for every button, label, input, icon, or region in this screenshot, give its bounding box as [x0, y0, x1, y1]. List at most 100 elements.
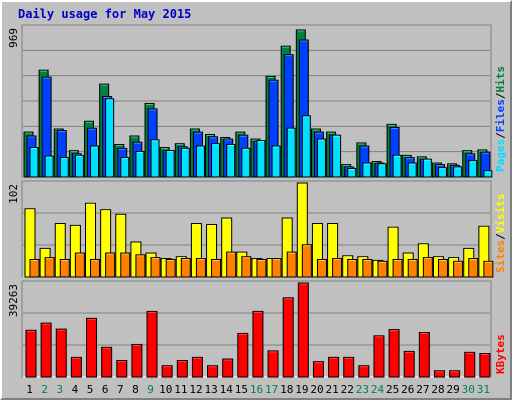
kbytes-bar [86, 317, 98, 378]
sites-bar [105, 252, 116, 278]
x-tick-label: 23 [356, 383, 369, 396]
x-tick-label: 9 [147, 383, 154, 396]
x-tick-label: 12 [189, 383, 202, 396]
kbytes-bar [282, 297, 294, 378]
pages-bar [90, 145, 100, 178]
kbytes-max-label: 39263 [7, 284, 20, 317]
kbytes-bar [116, 359, 128, 378]
pages-bar [44, 155, 54, 178]
pages-bar [316, 138, 326, 178]
x-tick-label: 14 [220, 383, 234, 396]
x-tick-label: 15 [235, 383, 248, 396]
pages-bar [392, 154, 402, 178]
hits-max-label: 969 [7, 28, 20, 48]
kbytes-bar [70, 356, 82, 378]
pages-bar [211, 143, 221, 178]
pages-bar [120, 157, 130, 178]
kbytes-bar [146, 310, 158, 378]
sites-bar [59, 258, 70, 278]
sites-bar [347, 258, 358, 278]
kbytes-bar [343, 356, 355, 378]
kbytes-bar [373, 335, 385, 378]
chart-title: Daily usage for May 2015 [18, 7, 192, 21]
kbytes-bar [267, 350, 279, 378]
x-tick-label: 21 [326, 383, 339, 396]
pages-bar [453, 166, 463, 178]
x-tick-label: 30 [462, 383, 475, 396]
x-tick-label: 7 [117, 383, 124, 396]
sites-bar [44, 257, 55, 278]
kbytes-bar [403, 350, 415, 378]
sites-bar [437, 258, 448, 278]
sites-bar [362, 258, 373, 278]
x-tick-label: 31 [477, 383, 490, 396]
kbytes-bar [161, 365, 173, 378]
kbytes-bar [312, 361, 324, 378]
x-tick-label: 11 [174, 383, 187, 396]
label-separator: / [494, 132, 507, 139]
x-tick-label: 13 [204, 383, 217, 396]
x-tick-label: 29 [447, 383, 460, 396]
sites-bar [422, 257, 433, 278]
kbytes-bar [237, 332, 249, 378]
x-tick-label: 5 [87, 383, 94, 396]
pages-bar [437, 167, 447, 178]
sites-bar [301, 244, 312, 278]
kbytes-bar [433, 370, 445, 378]
pages-bar [135, 150, 145, 178]
x-tick-label: 17 [265, 383, 278, 396]
x-tick-label: 4 [72, 383, 79, 396]
kbytes-bar [418, 331, 430, 378]
sites-bar [483, 260, 494, 278]
sites-bar [120, 252, 131, 278]
top-panel-axis-label: Pages/Files/Hits [494, 66, 507, 172]
x-tick-label: 10 [159, 383, 172, 396]
x-tick-label: 3 [57, 383, 64, 396]
pages-bar [105, 98, 115, 178]
pages-bar [29, 147, 39, 178]
sites-bar [468, 258, 479, 278]
kbytes-bar [464, 351, 476, 378]
kbytes-bar [252, 310, 264, 378]
sites-bar [74, 252, 85, 278]
sites-bar [195, 258, 206, 278]
kbytes-bar [222, 358, 234, 378]
pages-bar [271, 145, 281, 178]
pages-bar [226, 143, 236, 178]
pages-bar [286, 127, 296, 178]
sites-bar [271, 258, 282, 278]
kbytes-bar [297, 282, 309, 378]
pages-bar [468, 160, 478, 178]
sites-bar [453, 260, 464, 278]
kbytes-bar [55, 328, 67, 378]
kbytes-bar [176, 359, 188, 378]
pages-bar [195, 145, 205, 178]
sites-bar [150, 257, 161, 278]
x-tick-label: 27 [416, 383, 429, 396]
pages-bar [150, 139, 160, 178]
kbytes-bar [101, 346, 113, 378]
sites-bar [377, 260, 388, 278]
x-tick-label: 6 [102, 383, 109, 396]
files-axis-label: Files [494, 99, 507, 132]
sites-bar [392, 258, 403, 278]
pages-bar [165, 150, 175, 178]
sites-bar [256, 258, 267, 278]
kbytes-bar [25, 329, 37, 378]
pages-bar [301, 115, 311, 178]
kbytes-bar [191, 356, 203, 378]
x-tick-label: 28 [431, 383, 444, 396]
pages-bar [483, 170, 493, 178]
sites-bar [226, 251, 237, 278]
x-tick-label: 20 [310, 383, 323, 396]
pages-bar [59, 157, 69, 178]
kbytes-bar [131, 343, 143, 378]
pages-bar [422, 158, 432, 178]
kbytes-bar [358, 365, 370, 378]
pages-bar [256, 140, 266, 178]
pages-bar [180, 147, 190, 178]
visits-max-label: 102 [7, 184, 20, 204]
x-tick-label: 19 [295, 383, 308, 396]
x-tick-label: 8 [132, 383, 139, 396]
